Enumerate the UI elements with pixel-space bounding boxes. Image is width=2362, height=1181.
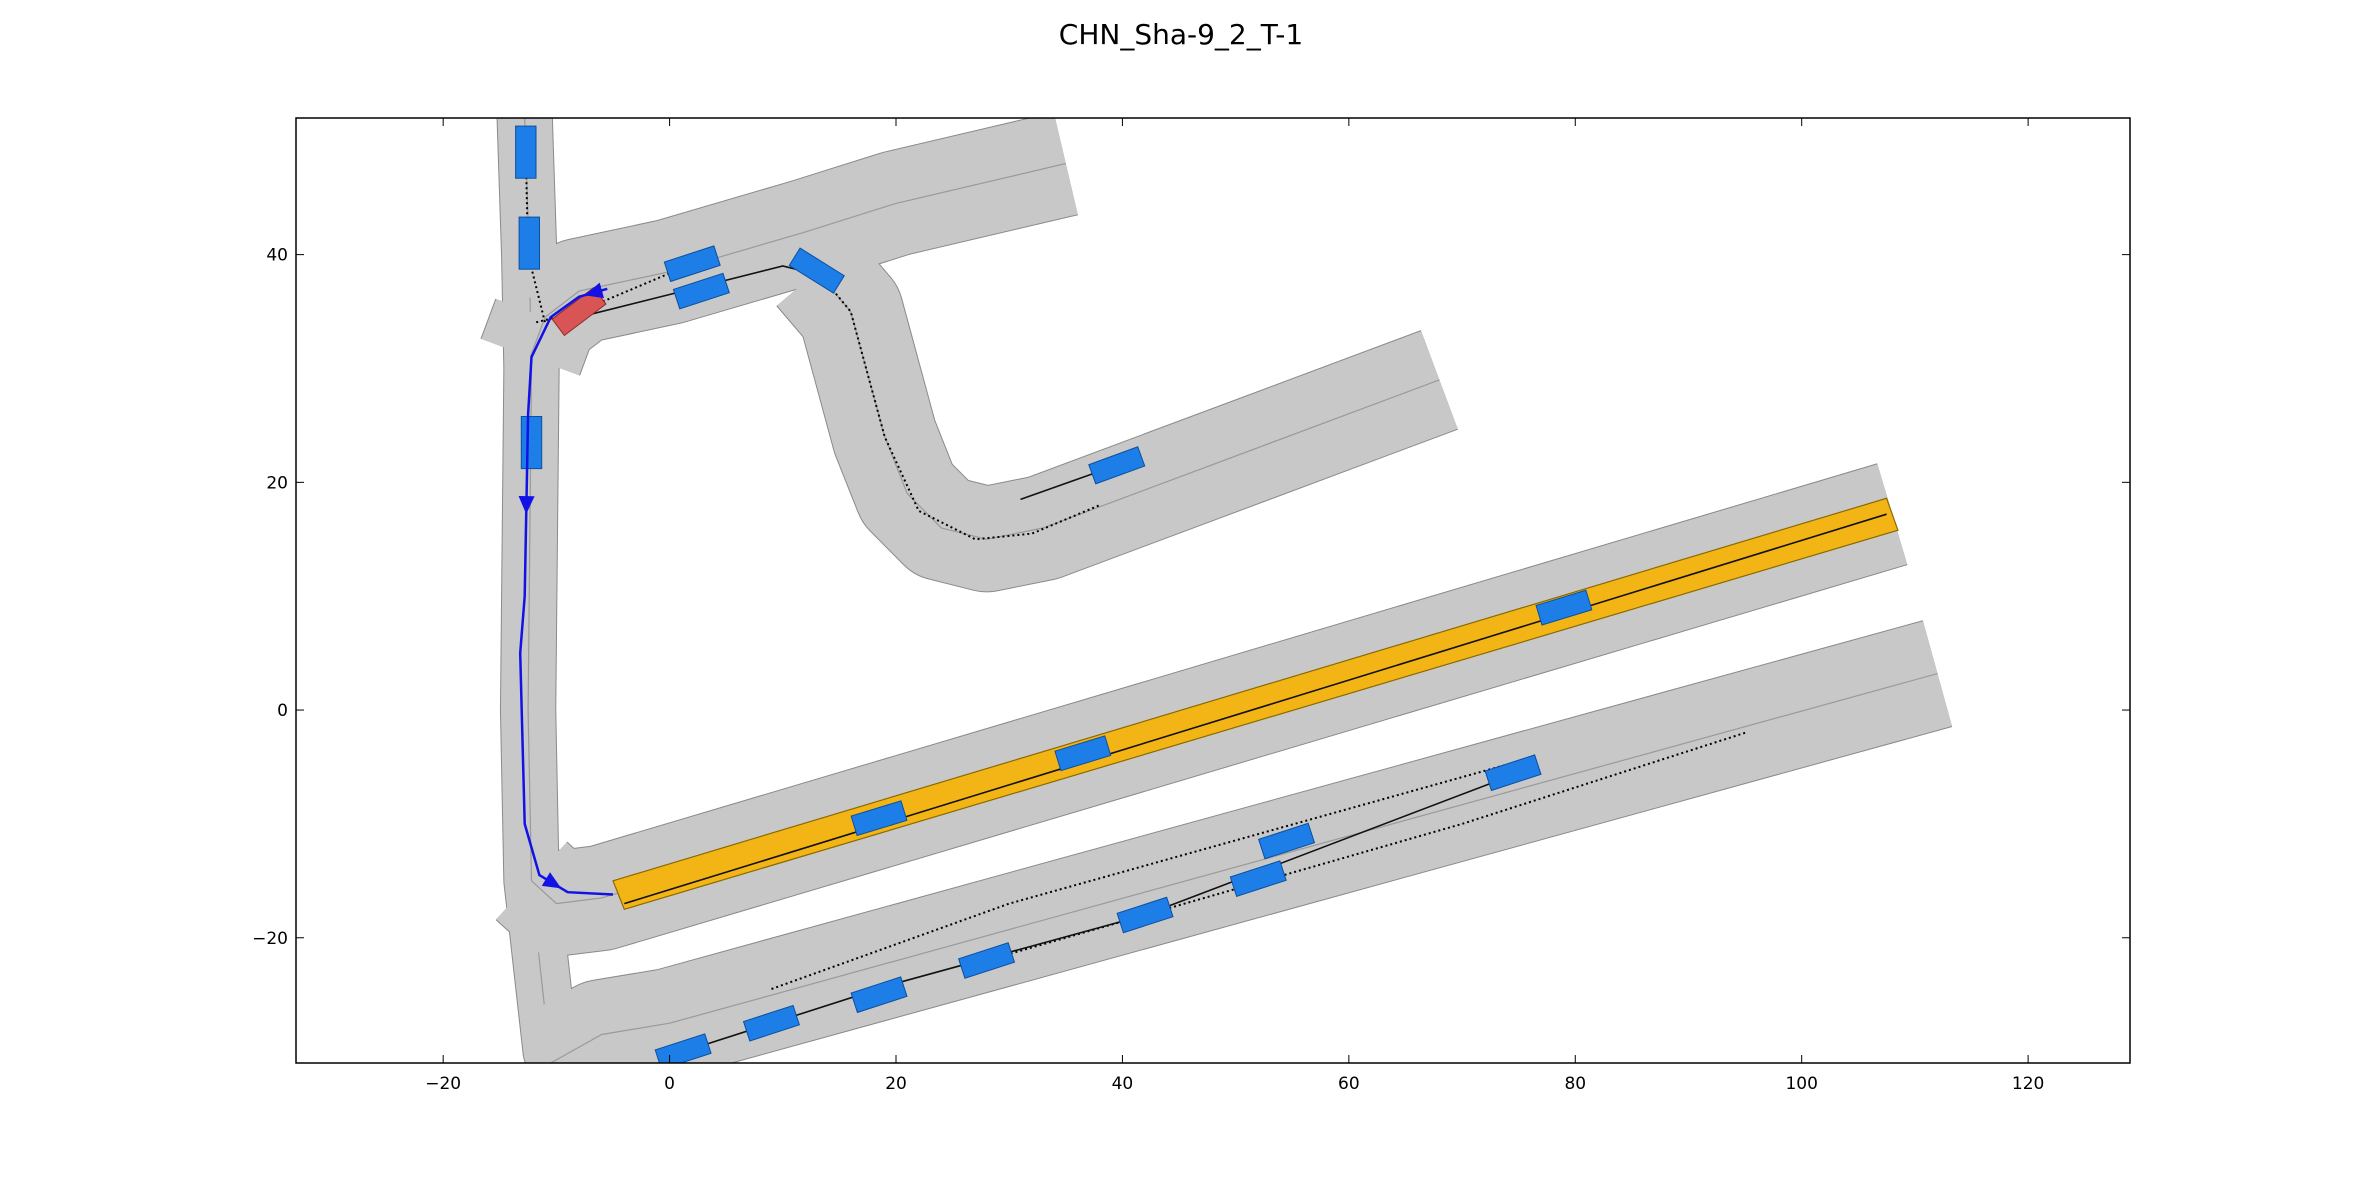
road-network [480, 118, 1953, 1063]
x-tick-label: −20 [425, 1074, 461, 1094]
x-tick-label: 20 [885, 1074, 907, 1094]
x-tick-label: 80 [1564, 1074, 1586, 1094]
vehicle-15 [1229, 860, 1287, 897]
vehicle-9 [1535, 589, 1593, 626]
y-tick-label: 20 [266, 473, 288, 493]
y-tick-label: 40 [266, 246, 288, 266]
vehicle-5 [788, 247, 845, 294]
vehicle-17 [1484, 754, 1542, 792]
s-curve-road [777, 237, 1458, 592]
path-arrow-0 [584, 282, 605, 299]
vehicle-2 [520, 416, 543, 470]
vehicle-13 [957, 942, 1016, 979]
s-curve-road-centerline [816, 271, 1440, 540]
planned-path-layer [518, 282, 614, 896]
vehicle-4 [672, 272, 730, 310]
vehicle-16 [1257, 822, 1316, 860]
vehicle-12 [850, 976, 908, 1014]
solid-trajectory-2 [624, 513, 1887, 905]
vehicle-layer [515, 125, 1593, 1063]
x-tick-label: 0 [664, 1074, 675, 1094]
upper-road-centerline [544, 162, 1066, 318]
vehicle-14 [1116, 896, 1174, 934]
y-tick-label: 0 [277, 701, 288, 721]
vehicle-8 [1054, 735, 1112, 772]
plot-title: CHN_Sha-9_2_T-1 [1058, 18, 1304, 51]
dotted-trajectory-3 [771, 760, 1519, 990]
vehicle-0 [515, 125, 537, 179]
dotted-trajectory-0 [533, 262, 693, 324]
path-arrow-1 [518, 495, 535, 515]
vehicle-7 [850, 800, 908, 837]
bottom-road-centerline [550, 673, 1938, 1063]
x-tick-label: 60 [1338, 1074, 1360, 1094]
vehicle-6 [1088, 446, 1146, 485]
vehicle-1 [518, 216, 541, 270]
path-arrow-2 [541, 872, 562, 889]
x-tick-label: 120 [2012, 1074, 2044, 1094]
x-axis: −20 0 20 40 60 80 100 120 [425, 118, 2044, 1094]
vehicle-11 [742, 1004, 801, 1042]
x-tick-label: 40 [1112, 1074, 1134, 1094]
x-tick-label: 100 [1785, 1074, 1817, 1094]
upper-connector-centerline [529, 316, 546, 358]
y-axis: −20 0 20 40 [252, 246, 2130, 949]
y-tick-label: −20 [252, 929, 288, 949]
plot-frame [295, 117, 2131, 1064]
vehicle-3 [663, 245, 721, 283]
